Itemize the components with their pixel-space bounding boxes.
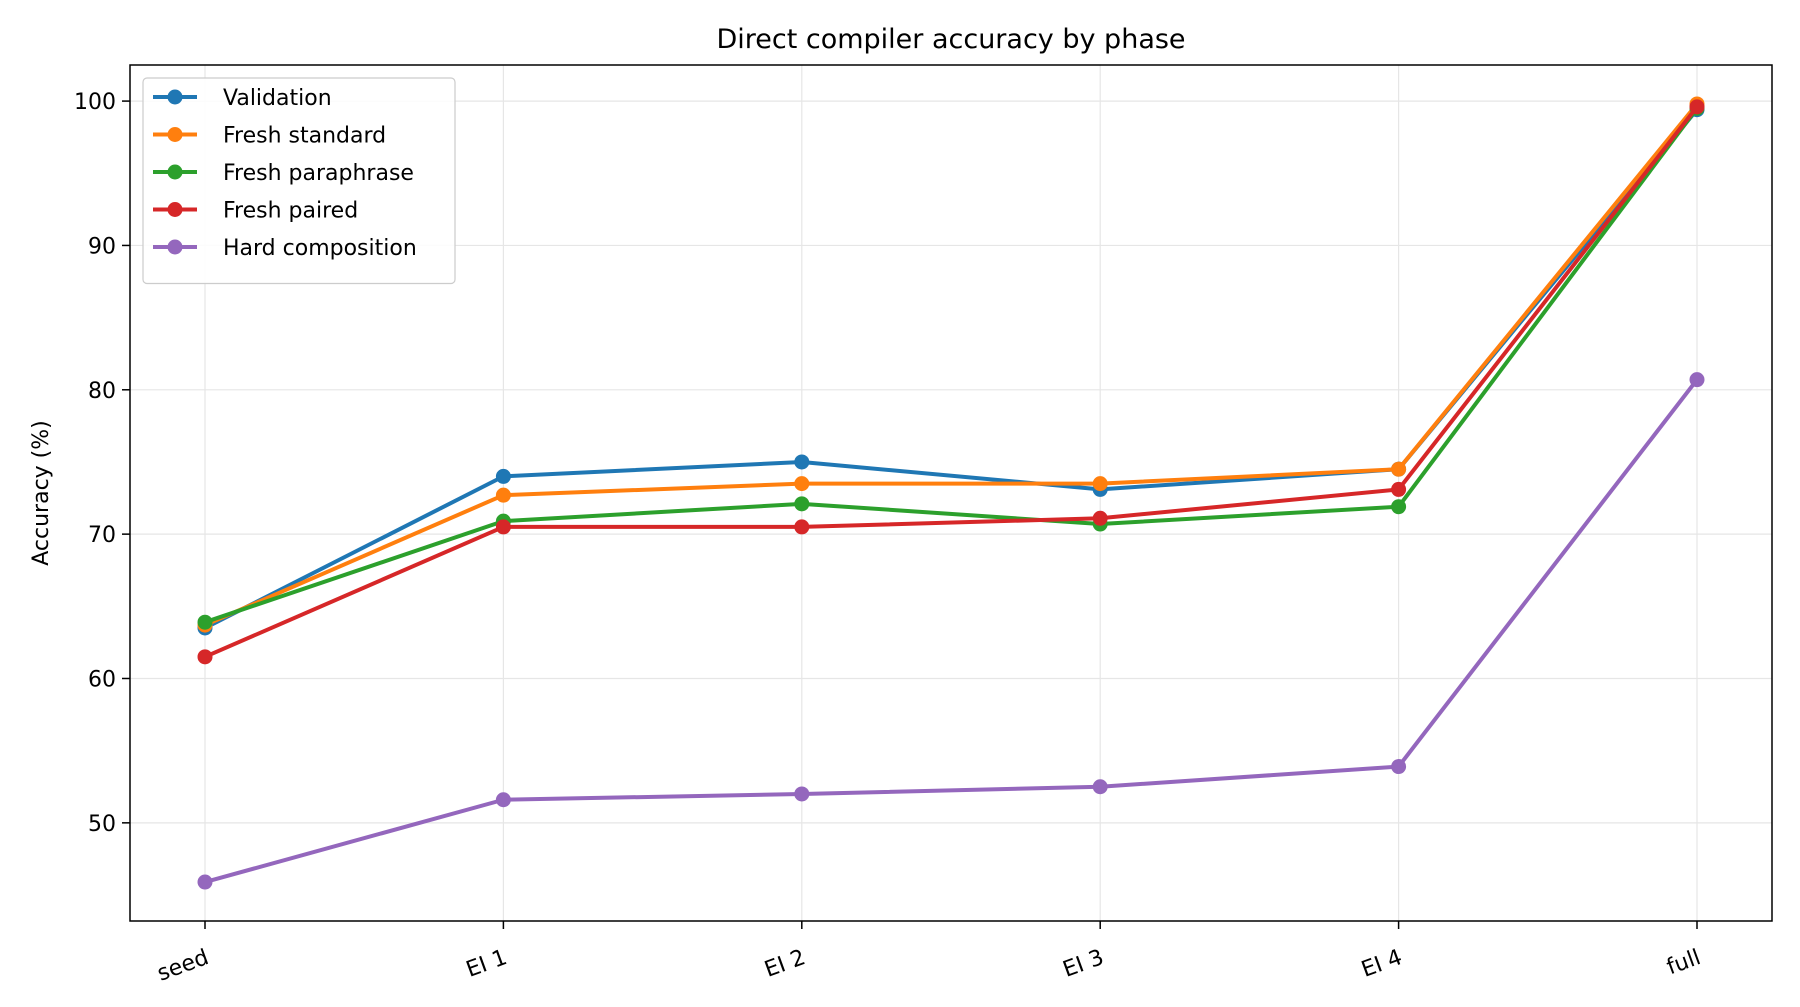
data-point [495, 487, 511, 503]
data-point [495, 792, 511, 808]
series-hard-composition [197, 372, 1705, 890]
chart-title: Direct compiler accuracy by phase [716, 24, 1185, 55]
series-line [204, 107, 1699, 625]
data-point [1689, 99, 1705, 115]
legend-label: Fresh standard [223, 124, 386, 149]
legend-swatch-marker [167, 202, 183, 217]
data-point [1391, 481, 1407, 497]
data-point [794, 454, 810, 470]
y-tick-label: 70 [88, 523, 116, 548]
y-tick-label: 90 [88, 234, 116, 259]
data-point [197, 614, 213, 630]
legend-item: Validation [153, 86, 332, 111]
legend-box [142, 77, 456, 285]
y-tick-label: 100 [74, 90, 116, 115]
data-point [1391, 499, 1407, 515]
data-point [794, 786, 810, 802]
legend-item: Fresh paired [153, 199, 358, 224]
x-tick-label: seed [154, 945, 212, 986]
data-point [197, 649, 213, 665]
legend-swatch-marker [167, 127, 183, 142]
x-tick-label: EI 3 [1060, 945, 1107, 983]
data-point [1092, 510, 1108, 526]
data-point [794, 519, 810, 535]
data-point [495, 519, 511, 535]
series-line [204, 378, 1699, 884]
plot-frame [129, 64, 1773, 922]
data-point [1092, 476, 1108, 492]
legend-label: Validation [223, 86, 332, 111]
y-tick-label: 80 [88, 379, 116, 404]
legend-swatch-marker [167, 89, 183, 105]
legend-label: Fresh paired [223, 199, 358, 224]
x-tick-label: EI 2 [761, 945, 808, 983]
data-point [794, 476, 810, 492]
x-tick-label: full [1664, 945, 1704, 980]
legend-label: Hard composition [223, 236, 417, 261]
data-point [1092, 779, 1108, 795]
series-line [204, 102, 1699, 627]
x-tick-label: EI 1 [463, 945, 510, 983]
y-axis-label: Accuracy (%) [29, 420, 54, 566]
data-point [1391, 461, 1407, 477]
data-point [1391, 759, 1407, 775]
legend-swatch-marker [167, 164, 183, 180]
data-point [1689, 372, 1705, 388]
series-line [204, 105, 1699, 659]
legend: Validation Fresh standard Fresh paraphrase… [142, 77, 456, 285]
legend-label: Fresh paraphrase [223, 161, 414, 186]
legend-item: Fresh standard [153, 124, 386, 149]
x-tick-label: EI 4 [1358, 945, 1405, 983]
series-layer [197, 96, 1705, 890]
series-fresh-paired [197, 99, 1705, 665]
legend-item: Hard composition [153, 236, 417, 261]
y-tick-label: 50 [88, 812, 116, 837]
y-tick-label: 60 [88, 667, 116, 692]
data-point [495, 468, 511, 484]
data-point [794, 496, 810, 512]
data-point [197, 874, 213, 890]
legend-swatch-marker [167, 239, 183, 255]
legend-item: Fresh paraphrase [153, 161, 414, 186]
